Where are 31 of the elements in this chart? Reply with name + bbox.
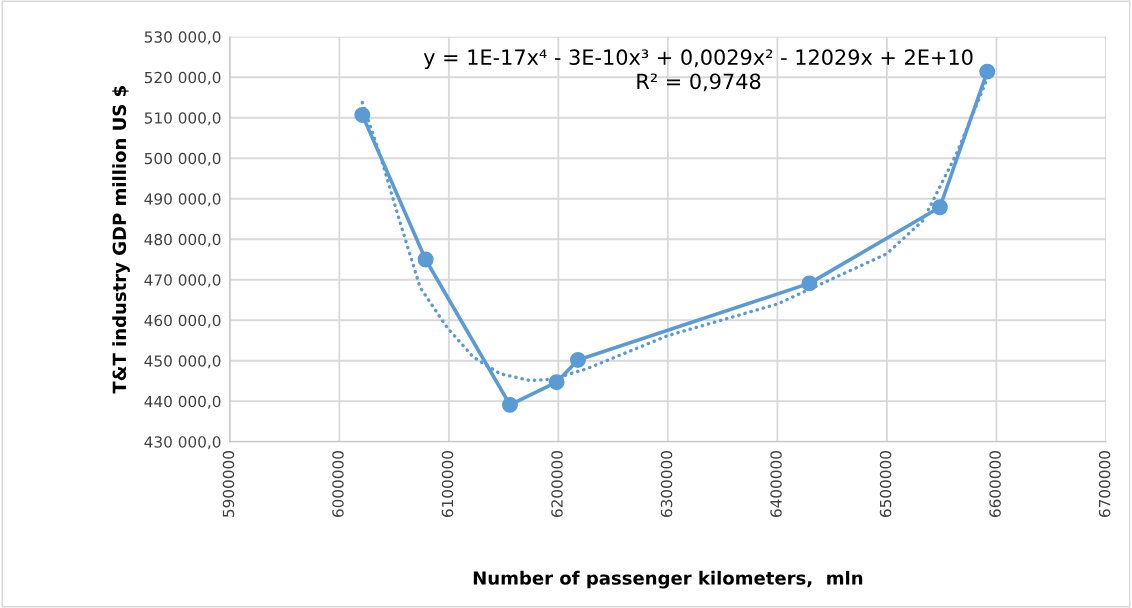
y-tick-label: 430 000,0 <box>144 436 221 450</box>
y-tick-label: 480 000,0 <box>144 233 221 247</box>
y-tick-label: 450 000,0 <box>144 355 221 369</box>
x-tick-label: 6300000 <box>660 451 673 518</box>
x-tick-label: 6200000 <box>551 451 563 518</box>
y-tick-label: 520 000,0 <box>144 71 221 85</box>
point <box>501 396 518 413</box>
point <box>931 199 948 216</box>
y-tick-label: 510 000,0 <box>144 112 221 126</box>
point <box>979 63 996 80</box>
annotation: y = 1E-17x⁴ - 3E-10x³ + 0,0029x² - 12029x + 2E+10 R² = 0,9748 <box>423 49 973 92</box>
y-tick-label: 530 000,0 <box>144 31 221 45</box>
y-tick-label: 500 000,0 <box>144 152 221 166</box>
point <box>548 374 565 391</box>
point <box>569 351 586 368</box>
x-tick-label: 6500000 <box>879 451 892 518</box>
x-axis-title: Number of passenger kilometers, mln <box>473 570 863 589</box>
x-tick-label: 6100000 <box>441 451 454 518</box>
point <box>417 251 434 268</box>
x-tick-label: 6700000 <box>1098 451 1111 518</box>
y-tick-label: 490 000,0 <box>144 193 221 207</box>
point <box>801 275 818 292</box>
y-tick-label: 460 000,0 <box>144 314 221 328</box>
y-axis-title: T&T industry GDP million US $ <box>112 86 130 394</box>
point <box>354 106 371 123</box>
x-tick-label: 6000000 <box>332 451 344 518</box>
x-tick-label: 6400000 <box>770 451 782 518</box>
x-tick-label: 6600000 <box>989 451 1001 518</box>
x-tick-label: 5900000 <box>222 451 235 517</box>
y-tick-label: 440 000,0 <box>144 395 221 409</box>
y-tick-label: 470 000,0 <box>144 274 221 288</box>
